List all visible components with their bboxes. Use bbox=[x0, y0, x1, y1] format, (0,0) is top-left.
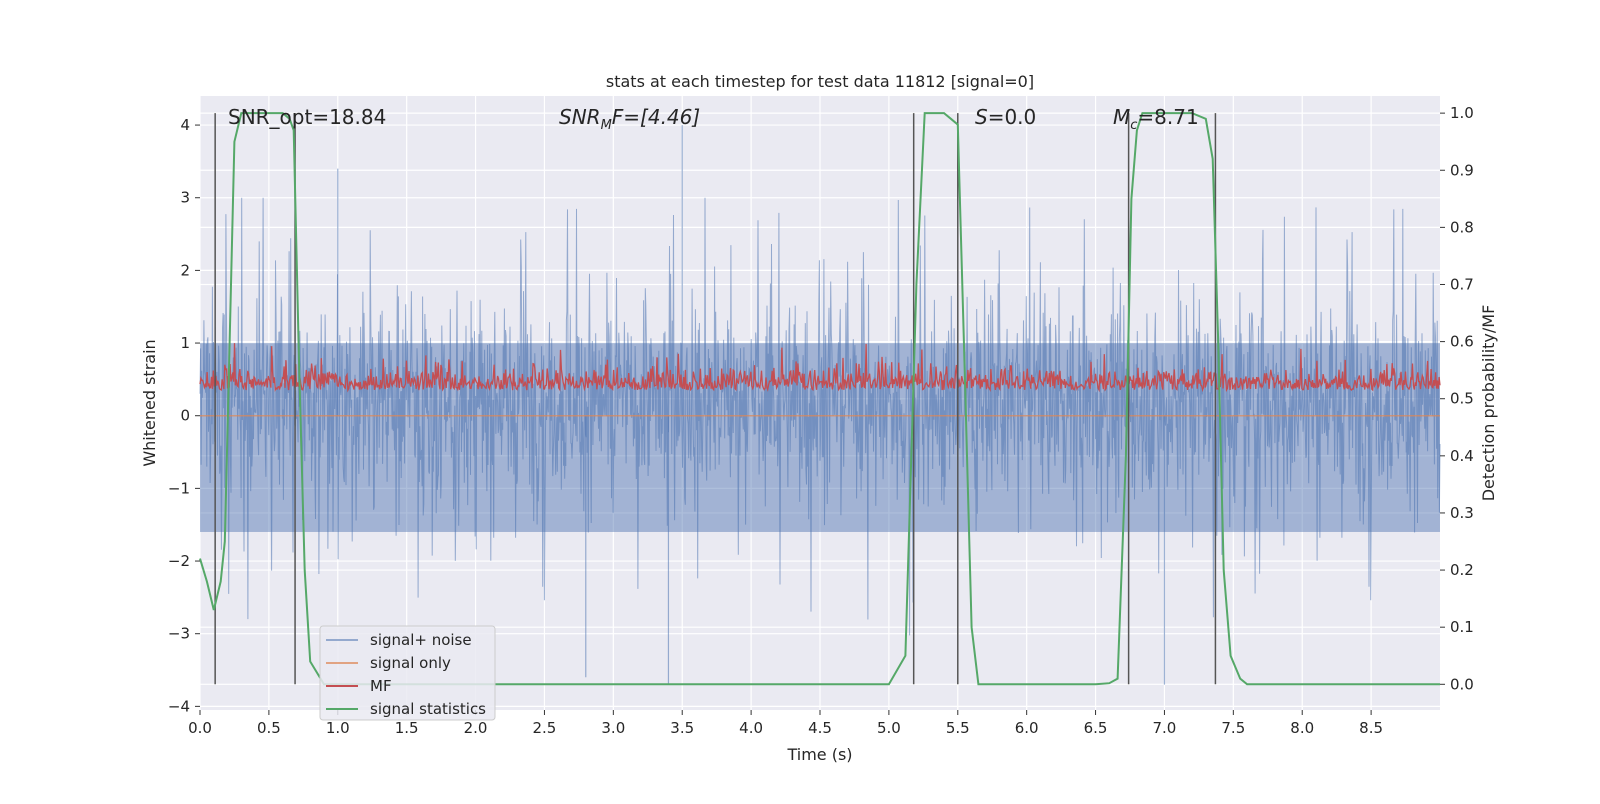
x-tick-label: 0.0 bbox=[188, 719, 212, 737]
annotation-mc: Mc=8.71 bbox=[1113, 105, 1199, 133]
y-right-tick-label: 0.5 bbox=[1450, 390, 1474, 408]
mf-line bbox=[199, 343, 1441, 393]
x-tick-label: 0.5 bbox=[257, 719, 281, 737]
x-tick-label: 1.5 bbox=[395, 719, 419, 737]
tick-labels: 0.0 0.5 1.0 1.5 2.0 2.5 3.0 3.5 4.0 4.5 5.0 5.5 6.0 6… bbox=[168, 104, 1474, 737]
annotation-s: S=0.0 bbox=[975, 105, 1036, 129]
y-right-tick-label: 0.8 bbox=[1450, 218, 1474, 236]
y-right-tick-label: 1.0 bbox=[1450, 104, 1474, 122]
y-axis-left-label: Whitened strain bbox=[140, 339, 159, 466]
x-tick-label: 7.5 bbox=[1221, 719, 1245, 737]
legend-box bbox=[319, 625, 496, 721]
x-tick-label: 4.0 bbox=[739, 719, 763, 737]
y-left-tick-label: −3 bbox=[168, 625, 190, 643]
x-tick-label: 7.0 bbox=[1153, 719, 1177, 737]
mf-series bbox=[199, 343, 1441, 393]
annotation-s-rest: =0.0 bbox=[988, 105, 1037, 129]
x-tick-label: 8.0 bbox=[1290, 719, 1314, 737]
x-tick-label: 3.5 bbox=[670, 719, 694, 737]
y-left-tick-label: −4 bbox=[168, 697, 190, 715]
y-right-tick-label: 0.7 bbox=[1450, 275, 1474, 293]
y-left-tick-label: −1 bbox=[168, 479, 190, 497]
signal-statistics-line bbox=[199, 112, 1440, 686]
chart-title: stats at each timestep for test data 118… bbox=[606, 72, 1034, 91]
annotation-snr-mf-sub: M bbox=[601, 118, 612, 133]
y-right-tick-label: 0.2 bbox=[1450, 561, 1474, 579]
y-left-tick-label: 4 bbox=[180, 116, 190, 134]
y-left-tick-label: 2 bbox=[180, 261, 190, 279]
x-tick-label: 2.5 bbox=[533, 719, 557, 737]
annotation-mc-sub: c bbox=[1130, 118, 1137, 133]
x-tick-label: 3.0 bbox=[601, 719, 625, 737]
legend-label-signal-only: signal only bbox=[370, 654, 451, 672]
y-right-tick-label: 0.9 bbox=[1450, 161, 1474, 179]
y-left-tick-label: −2 bbox=[168, 552, 190, 570]
annotation-mc-symbol: M bbox=[1113, 105, 1130, 129]
x-tick-label: 4.5 bbox=[808, 719, 832, 737]
y-left-tick-label: 0 bbox=[180, 407, 190, 425]
annotation-snr-mf: SNRMF=[4.46] bbox=[559, 105, 700, 133]
legend-label-signal-statistics: signal statistics bbox=[370, 700, 486, 718]
annotation-mc-rest: =8.71 bbox=[1137, 105, 1198, 129]
x-axis-label: Time (s) bbox=[786, 745, 852, 764]
y-right-tick-label: 0.1 bbox=[1450, 618, 1474, 636]
x-tick-label: 5.0 bbox=[877, 719, 901, 737]
y-axis-right-label: Detection probability/MF bbox=[1479, 305, 1498, 502]
annotation-s-symbol: S bbox=[975, 105, 988, 129]
signal-noise-band bbox=[200, 343, 1440, 532]
legend-label-signal-noise: signal+ noise bbox=[370, 631, 472, 649]
y-right-tick-label: 0.6 bbox=[1450, 333, 1474, 351]
annotation-snr-mf-symbol: SNR bbox=[559, 105, 601, 129]
vertical-markers bbox=[214, 113, 1217, 685]
y-left-tick-label: 1 bbox=[180, 334, 190, 352]
x-tick-label: 8.5 bbox=[1359, 719, 1383, 737]
x-tick-label: 1.0 bbox=[326, 719, 350, 737]
x-tick-label: 2.0 bbox=[464, 719, 488, 737]
y-right-tick-label: 0.3 bbox=[1450, 504, 1474, 522]
x-tick-label: 5.5 bbox=[946, 719, 970, 737]
x-tick-label: 6.0 bbox=[1015, 719, 1039, 737]
y-left-tick-label: 3 bbox=[180, 189, 190, 207]
signal-statistics-series bbox=[199, 112, 1440, 686]
legend: signal+ noise signal only MF signal stat… bbox=[319, 625, 496, 721]
y-right-tick-label: 0.4 bbox=[1450, 447, 1474, 465]
annotation-snr-opt: SNR_opt=18.84 bbox=[228, 105, 386, 129]
y-right-tick-label: 0.0 bbox=[1450, 675, 1474, 693]
x-tick-label: 6.5 bbox=[1084, 719, 1108, 737]
annotation-snr-mf-rest: F=[4.46] bbox=[612, 105, 700, 129]
legend-label-mf: MF bbox=[370, 677, 392, 695]
signal-noise-line bbox=[199, 197, 1441, 636]
